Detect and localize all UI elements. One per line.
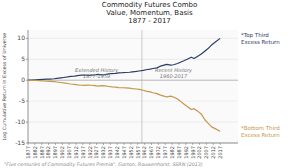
x-tick-label: 1947 — [121, 146, 127, 159]
x-tick-label: 2017 — [217, 146, 223, 159]
x-tick-label: 1887 — [39, 146, 45, 159]
x-tick-label: 1957 — [135, 146, 141, 159]
annotation: Extended History1877-1959 — [75, 67, 119, 79]
series-label: *Top ThirdExcess Return — [241, 32, 280, 45]
x-tick-label: 1952 — [128, 146, 134, 159]
x-tick-label: 1912 — [73, 146, 79, 159]
annotation: Recent History1960-2017 — [155, 67, 193, 79]
y-axis — [28, 30, 29, 143]
x-tick-label: 2007 — [203, 146, 209, 159]
x-tick-label: 1972 — [155, 146, 161, 159]
x-axis — [28, 143, 238, 144]
grid-line — [28, 38, 238, 39]
text-line: 1877-1959 — [83, 73, 110, 79]
text-line: *Bottom Third — [241, 125, 280, 131]
x-tick-label: 2012 — [210, 146, 216, 159]
series-line — [28, 80, 220, 131]
text-line: Value, Momentum, Basis — [106, 9, 193, 17]
title: Commodity Futures ComboValue, Momentum, … — [102, 1, 197, 25]
x-tick-label: 1897 — [52, 146, 58, 159]
x-tick-label: 1877 — [25, 146, 31, 159]
y-tick-label: 10 — [17, 34, 25, 41]
text-line: Excess Return — [241, 132, 280, 138]
series-group — [28, 38, 220, 131]
x-tick-label: 1882 — [32, 146, 38, 159]
x-tick-label: 1962 — [141, 146, 147, 159]
y-tick-label: 0 — [21, 76, 25, 83]
x-tick-label: 1982 — [169, 146, 175, 159]
chart: -15 -10 -5 0 5 10 1877188218871892189719021907… — [0, 0, 299, 168]
x-tick-label: 1992 — [183, 146, 189, 159]
text-line: 1877 - 2017 — [128, 17, 171, 25]
y-tick-label: -15 — [15, 139, 25, 146]
x-tick-label: 1932 — [100, 146, 106, 159]
text-line: Commodity Futures Combo — [102, 1, 197, 9]
x-tick-label: 1917 — [80, 146, 86, 159]
x-tick-label: 2002 — [196, 146, 202, 159]
x-tick-label: 1922 — [87, 146, 93, 159]
series-line — [28, 38, 220, 80]
x-tick-label: 1937 — [107, 146, 113, 159]
x-tick-label: 1902 — [59, 146, 65, 159]
zero-line — [28, 80, 238, 81]
x-tick-label: 1927 — [93, 146, 99, 159]
x-tick-label: 1977 — [162, 146, 168, 159]
x-tick-label: 1892 — [45, 146, 51, 159]
footnote: "Five centuries of Commodity Futures Pre… — [4, 162, 203, 167]
x-tick-label: 1987 — [176, 146, 182, 159]
divider-line — [141, 30, 142, 143]
grid-line — [28, 80, 238, 81]
y-tick-label: -10 — [15, 118, 25, 125]
text-line: 1960-2017 — [160, 73, 188, 79]
y-axis-label: Log Cumulative Return in Excess of Unive… — [2, 33, 7, 141]
y-tick-label: 5 — [21, 55, 25, 62]
grid-line — [28, 101, 238, 102]
x-tick-label: 1967 — [148, 146, 154, 159]
series-label: *Bottom ThirdExcess Return — [241, 125, 280, 138]
text-line: Excess Return — [241, 39, 280, 45]
x-tick-label: 1942 — [114, 146, 120, 159]
x-tick-label: 1907 — [66, 146, 72, 159]
y-tick-label: -5 — [19, 97, 25, 104]
grid-line — [28, 59, 238, 60]
plot-area — [28, 30, 238, 143]
x-tick-label: 1997 — [190, 146, 196, 159]
